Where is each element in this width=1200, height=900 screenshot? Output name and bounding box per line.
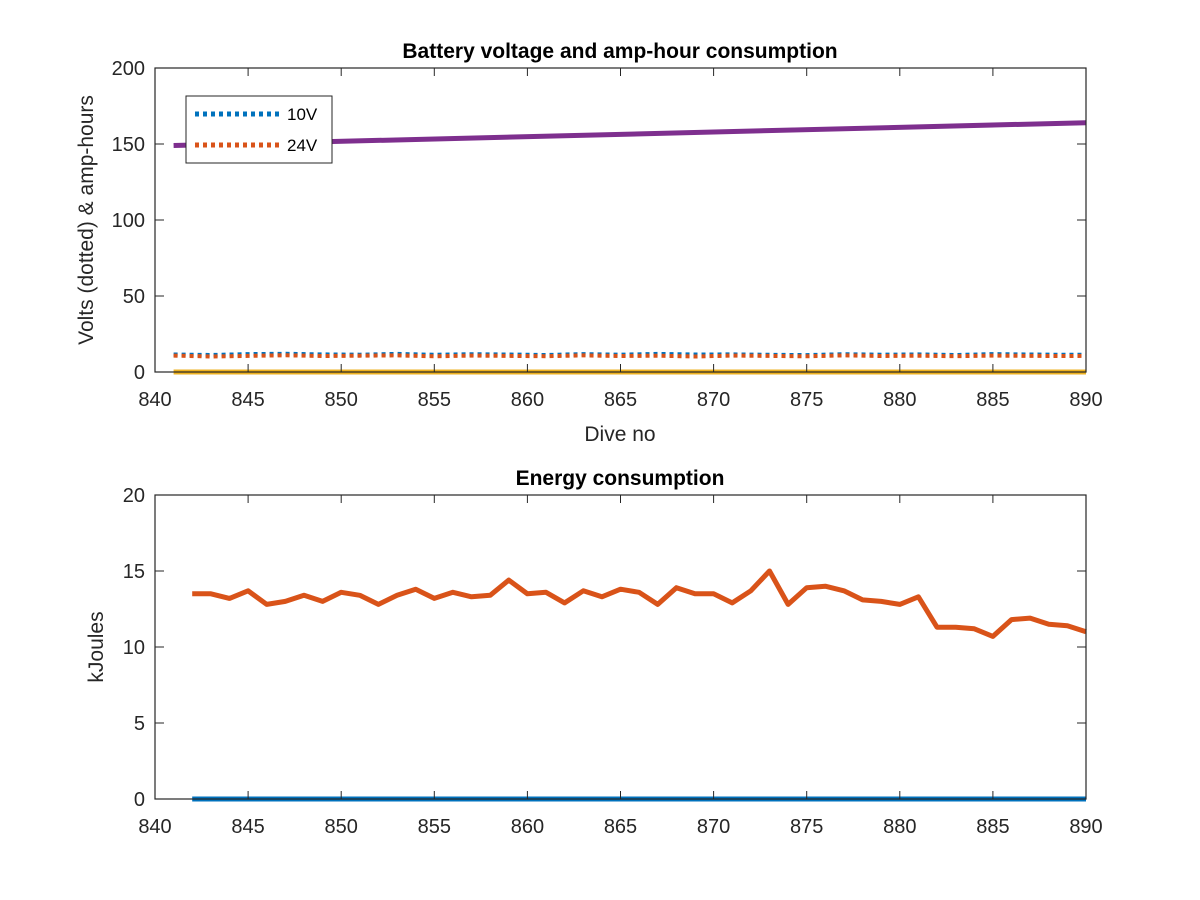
x-tick-label: 885 <box>976 389 1009 411</box>
legend-box <box>185 95 333 164</box>
x-tick-label: 870 <box>697 816 730 838</box>
x-tick-label: 855 <box>418 816 451 838</box>
y-tick-label: 20 <box>123 485 145 507</box>
y-tick-label: 100 <box>112 210 145 232</box>
x-tick-label: 880 <box>883 389 916 411</box>
chart-title: Energy consumption <box>516 467 725 490</box>
y-tick-label: 0 <box>134 789 145 811</box>
x-tick-label: 840 <box>138 389 171 411</box>
series-line-1 <box>192 568 1087 639</box>
series-layer <box>192 568 1087 802</box>
y-tick-label: 50 <box>123 286 145 308</box>
x-tick-label: 875 <box>790 816 823 838</box>
x-tick-label: 880 <box>883 816 916 838</box>
x-tick-label: 890 <box>1069 389 1102 411</box>
x-tick-label: 885 <box>976 816 1009 838</box>
y-tick-label: 15 <box>123 561 145 583</box>
x-tick-label: 845 <box>231 816 264 838</box>
legend-label-24v: 24V <box>287 136 318 155</box>
y-axis-label: Volts (dotted) & amp-hours <box>75 95 98 345</box>
y-tick-label: 200 <box>112 58 145 80</box>
x-tick-label: 865 <box>604 389 637 411</box>
y-tick-label: 0 <box>134 362 145 384</box>
chart-title: Battery voltage and amp-hour consumption <box>402 40 837 63</box>
x-tick-label: 845 <box>231 389 264 411</box>
x-tick-label: 890 <box>1069 816 1102 838</box>
x-tick-label: 855 <box>418 389 451 411</box>
x-tick-label: 860 <box>511 816 544 838</box>
series-line-24v <box>173 353 1087 359</box>
legend-label-10v: 10V <box>287 105 318 124</box>
y-tick-label: 10 <box>123 637 145 659</box>
y-tick-label: 5 <box>134 713 145 735</box>
energy-plot: Energy consumption 840 845 850 855 860 865 870… <box>85 467 1103 838</box>
x-tick-label: 850 <box>325 389 358 411</box>
x-tick-label: 865 <box>604 816 637 838</box>
x-axis-label: Dive no <box>584 423 655 446</box>
x-tick-label: 850 <box>325 816 358 838</box>
plot-area: 840 845 850 855 860 865 870 875 880 885 890 0 5 10 15 2… <box>123 485 1103 838</box>
x-tick-label: 840 <box>138 816 171 838</box>
voltage-amphour-plot: Battery voltage and amp-hour consumption… <box>75 40 1103 446</box>
y-axis-label: kJoules <box>85 611 108 682</box>
x-tick-label: 870 <box>697 389 730 411</box>
axes-box <box>154 494 1087 800</box>
x-tick-label: 860 <box>511 389 544 411</box>
ticks-layer: 840 845 850 855 860 865 870 875 880 885 890 0 50 100 1… <box>112 58 1103 411</box>
ticks-layer: 840 845 850 855 860 865 870 875 880 885 890 0 5 10 15 2… <box>123 485 1103 838</box>
legend: 10V 24V <box>185 95 333 164</box>
y-tick-label: 150 <box>112 134 145 156</box>
x-tick-label: 875 <box>790 389 823 411</box>
